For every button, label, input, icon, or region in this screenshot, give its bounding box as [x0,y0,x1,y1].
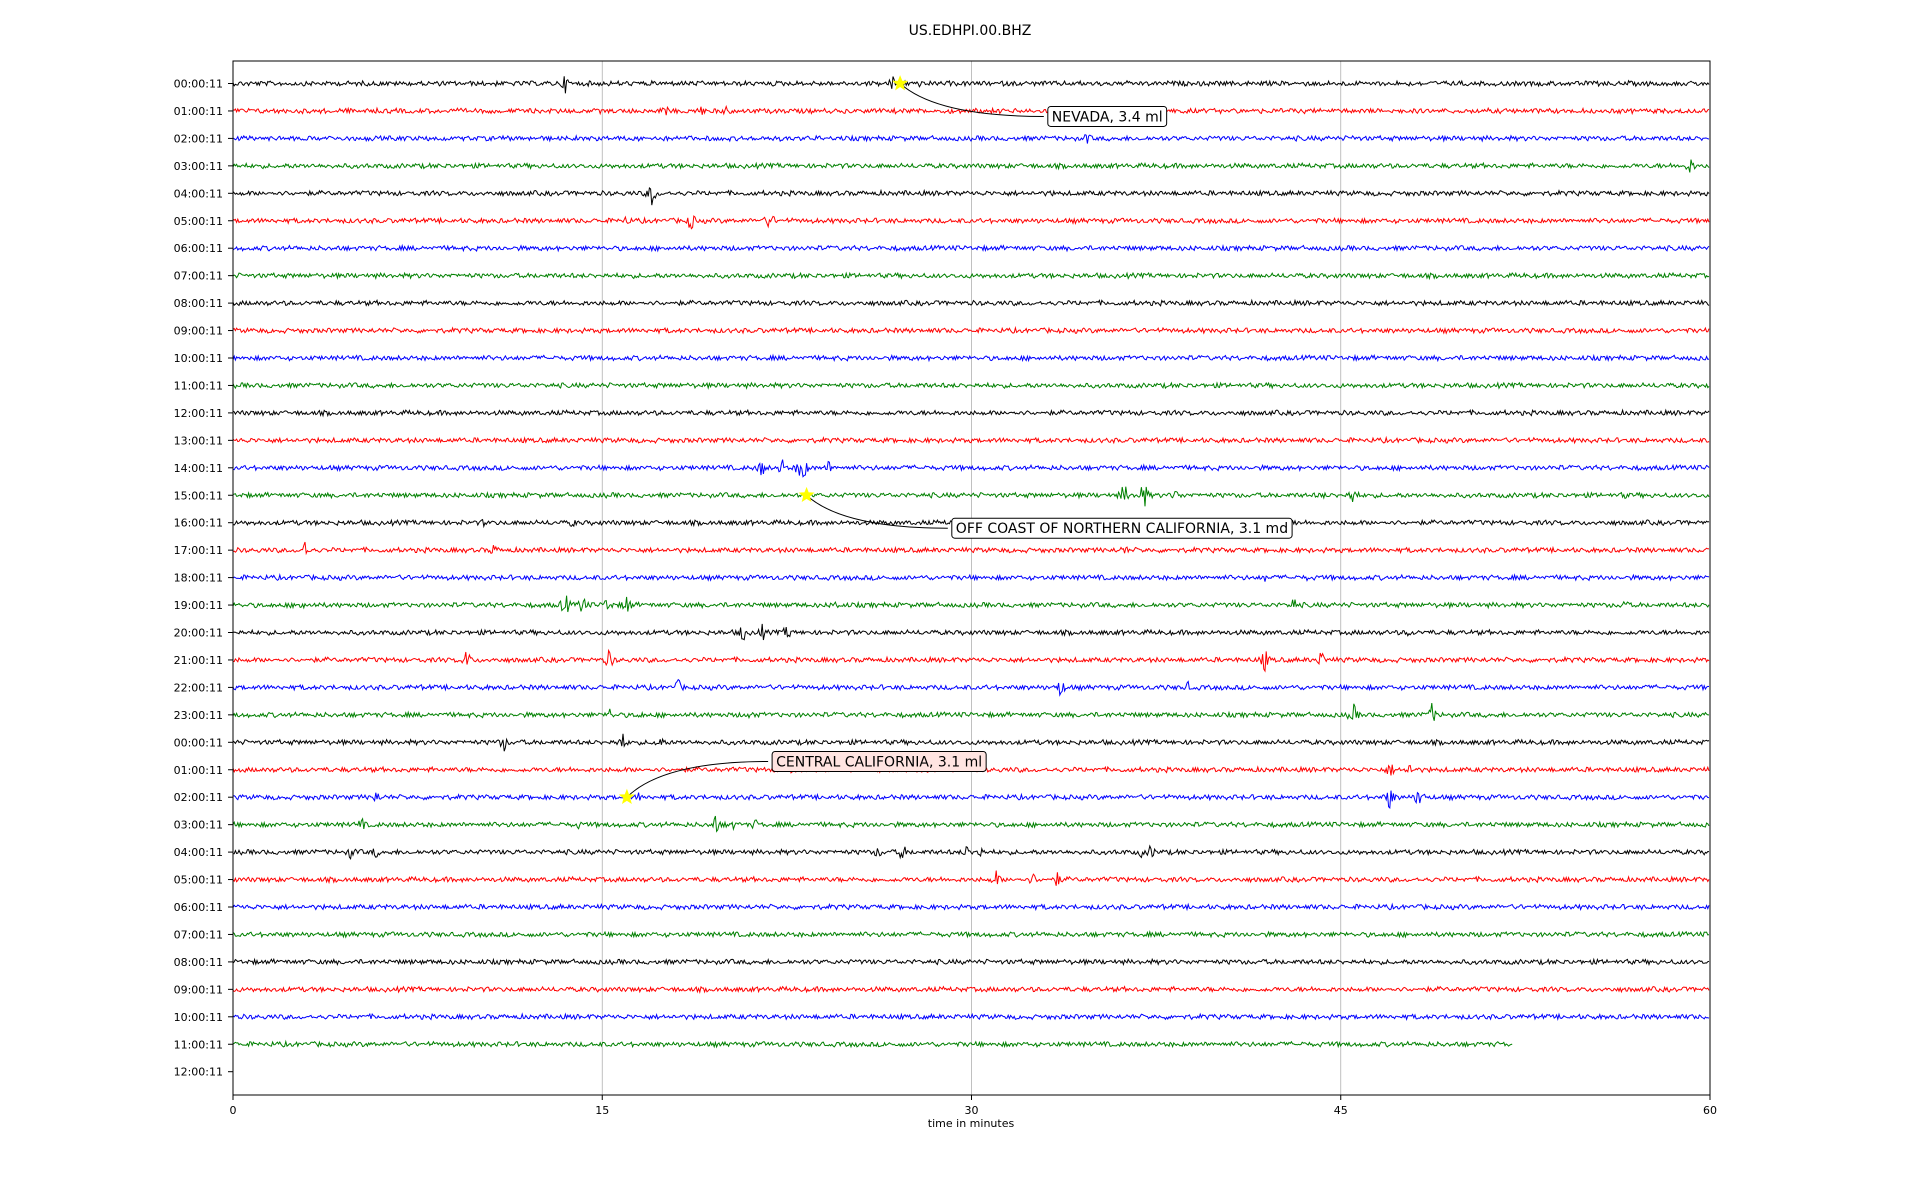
annotation-label: NEVADA, 3.4 ml [1052,109,1163,125]
event-star-marker [798,486,815,503]
trace-line [232,381,1710,390]
annotations-layer: NEVADA, 3.4 ml OFF COAST OF NORTHERN CALI… [618,75,1293,805]
trace-line [232,957,1710,967]
event-annotation: CENTRAL CALIFORNIA, 3.1 ml [618,751,987,805]
y-tick-label: 01:00:11 [174,764,223,777]
trace-line [232,733,1710,752]
x-tick-label: 60 [1703,1104,1717,1117]
y-tick-label: 07:00:11 [174,928,223,941]
y-tick-label: 09:00:11 [174,325,223,338]
trace-line [232,870,1710,886]
y-tick-label: 23:00:11 [174,709,223,722]
event-star-marker [618,788,635,805]
y-tick-label: 07:00:11 [174,270,223,283]
annotation-box [951,517,1293,539]
y-tick-label: 10:00:11 [174,352,223,365]
trace-line [232,815,1710,833]
x-tick-label: 15 [595,1104,609,1117]
trace-line [232,76,1710,94]
trace-line [232,929,1710,939]
y-tick-label: 06:00:11 [174,901,223,914]
x-tick-label: 45 [1334,1104,1348,1117]
trace-line [232,215,1710,230]
y-tick-label: 17:00:11 [174,544,223,557]
y-tick-label: 01:00:11 [174,105,223,118]
trace-line [232,678,1710,697]
trace-line [232,1012,1710,1022]
y-tick-label: 12:00:11 [174,1066,223,1079]
trace-line [232,243,1710,253]
trace-line [232,573,1710,582]
x-axis-label: time in minutes [928,1117,1015,1130]
event-annotation: NEVADA, 3.4 ml [892,75,1168,127]
trace-line [232,486,1710,507]
trace-line [232,648,1710,673]
y-tick-label: 02:00:11 [174,132,223,145]
y-tick-label: 21:00:11 [174,654,223,667]
y-tick-label: 08:00:11 [174,956,223,969]
y-tick-label: 11:00:11 [174,379,223,392]
grid-layer [601,61,1342,1095]
y-tick-label: 00:00:11 [174,78,223,91]
trace-line [232,595,1710,613]
annotation-box [771,751,987,773]
y-tick-label: 06:00:11 [174,242,223,255]
y-tick-label: 12:00:11 [174,407,223,420]
y-tick-label: 03:00:11 [174,160,223,173]
y-tick-label: 15:00:11 [174,489,223,502]
annotation-connector [626,761,769,798]
chart-title: US.EDHPI.00.BHZ [909,23,1032,39]
trace-line [232,1039,1513,1049]
trace-line [232,325,1710,335]
event-star-marker [892,75,909,91]
trace-line [232,187,1710,206]
y-tick-label: 05:00:11 [174,215,223,228]
trace-line [232,459,1710,478]
annotation-box [1047,105,1168,127]
trace-line [232,408,1710,418]
trace-line [232,271,1710,281]
trace-line [232,902,1710,912]
trace-line [232,790,1710,809]
trace-line [232,623,1710,641]
traces-layer [232,76,1710,1049]
trace-line [232,703,1709,721]
y-tick-label: 00:00:11 [174,736,223,749]
annotation-connector [806,494,948,529]
y-tick-label: 10:00:11 [174,1011,223,1024]
trace-line [232,298,1710,307]
y-tick-label: 11:00:11 [174,1038,223,1051]
y-tick-labels: 00:00:11 01:00:11 02:00:11 03:00:11 04:00:11… [174,78,233,1079]
trace-line [233,844,1710,861]
y-tick-label: 02:00:11 [174,791,223,804]
trace-line [232,159,1710,173]
trace-line [232,435,1710,445]
annotation-connector [899,83,1044,117]
y-tick-label: 22:00:11 [174,681,223,694]
x-tick-labels: 0 15 30 45 60 [230,1095,1717,1117]
x-tick-label: 0 [230,1104,237,1117]
y-tick-label: 04:00:11 [174,187,223,200]
trace-line [232,985,1710,994]
y-tick-label: 20:00:11 [174,627,223,640]
y-tick-label: 13:00:11 [174,434,223,447]
x-tick-label: 30 [965,1104,979,1117]
trace-line [232,134,1710,144]
y-tick-label: 08:00:11 [174,297,223,310]
y-tick-label: 09:00:11 [174,983,223,996]
y-tick-label: 05:00:11 [174,874,223,887]
event-annotation: OFF COAST OF NORTHERN CALIFORNIA, 3.1 md [798,486,1293,539]
y-tick-label: 03:00:11 [174,819,223,832]
y-tick-label: 14:00:11 [174,462,223,475]
annotation-label: CENTRAL CALIFORNIA, 3.1 ml [776,755,982,771]
annotation-label: OFF COAST OF NORTHERN CALIFORNIA, 3.1 md [956,521,1288,537]
y-tick-label: 04:00:11 [174,846,223,859]
trace-line [232,353,1710,363]
trace-line [232,541,1710,556]
y-tick-label: 16:00:11 [174,517,223,530]
y-tick-label: 18:00:11 [174,572,223,585]
y-tick-label: 19:00:11 [174,599,223,612]
trace-line [232,104,1710,116]
